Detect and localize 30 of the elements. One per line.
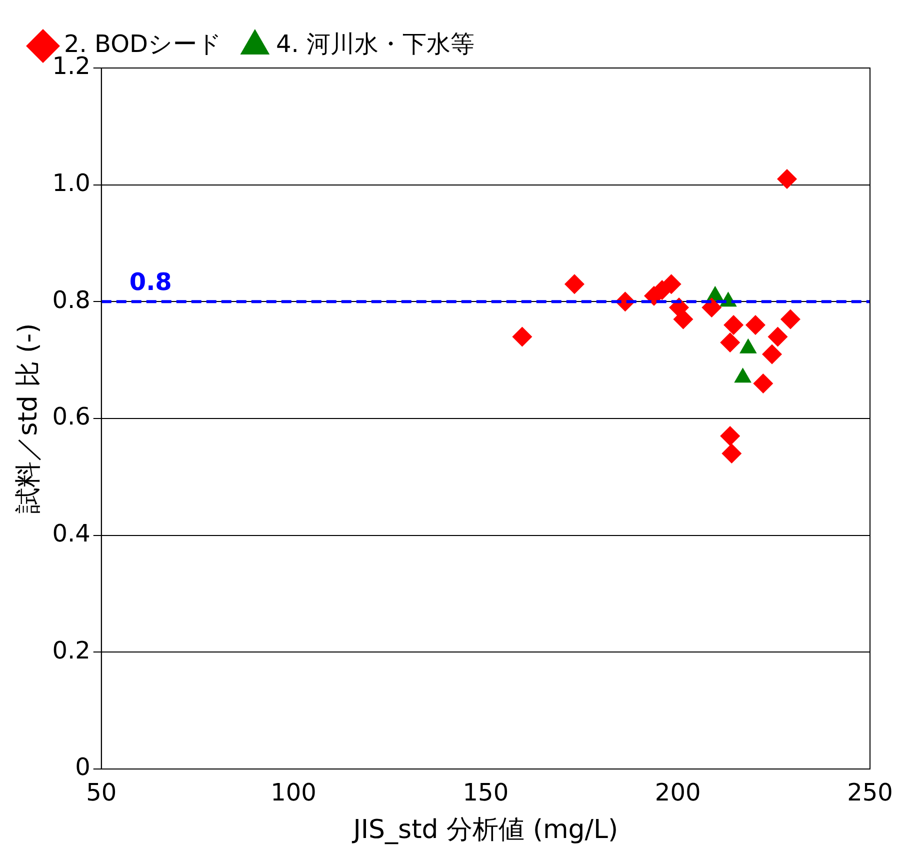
point <box>673 309 694 330</box>
point <box>720 426 740 446</box>
point <box>720 332 740 353</box>
point <box>768 326 788 347</box>
y-tick-label: 0.6 <box>52 402 90 431</box>
point <box>745 315 766 336</box>
x-tick-label: 150 <box>462 778 509 807</box>
y-tick-label: 0 <box>75 753 90 782</box>
y-tick-label: 1.2 <box>52 52 90 80</box>
point <box>512 326 532 347</box>
x-tick-label: 250 <box>847 778 893 807</box>
x-tick-label: 100 <box>270 778 316 807</box>
ref-line-label: 0.8 <box>129 268 172 296</box>
point <box>702 298 722 318</box>
point <box>564 274 584 294</box>
y-tick-label: 0.8 <box>52 286 90 314</box>
point <box>753 373 774 394</box>
y-axis-title: 試料／std 比 (-) <box>13 323 44 514</box>
point <box>780 309 800 330</box>
point <box>776 168 797 189</box>
x-tick-label: 200 <box>654 778 701 807</box>
x-axis-title: JIS_std 分析値 (mg/L) <box>351 815 618 846</box>
y-tick-label: 0.4 <box>52 520 90 548</box>
x-tick-label: 50 <box>86 778 117 807</box>
point <box>762 344 782 364</box>
point <box>724 315 744 336</box>
y-tick-label: 0.2 <box>52 636 90 664</box>
legend-label: 4. 河川水・下水等 <box>276 30 474 58</box>
point <box>722 444 742 464</box>
y-tick-label: 1.0 <box>52 169 90 198</box>
